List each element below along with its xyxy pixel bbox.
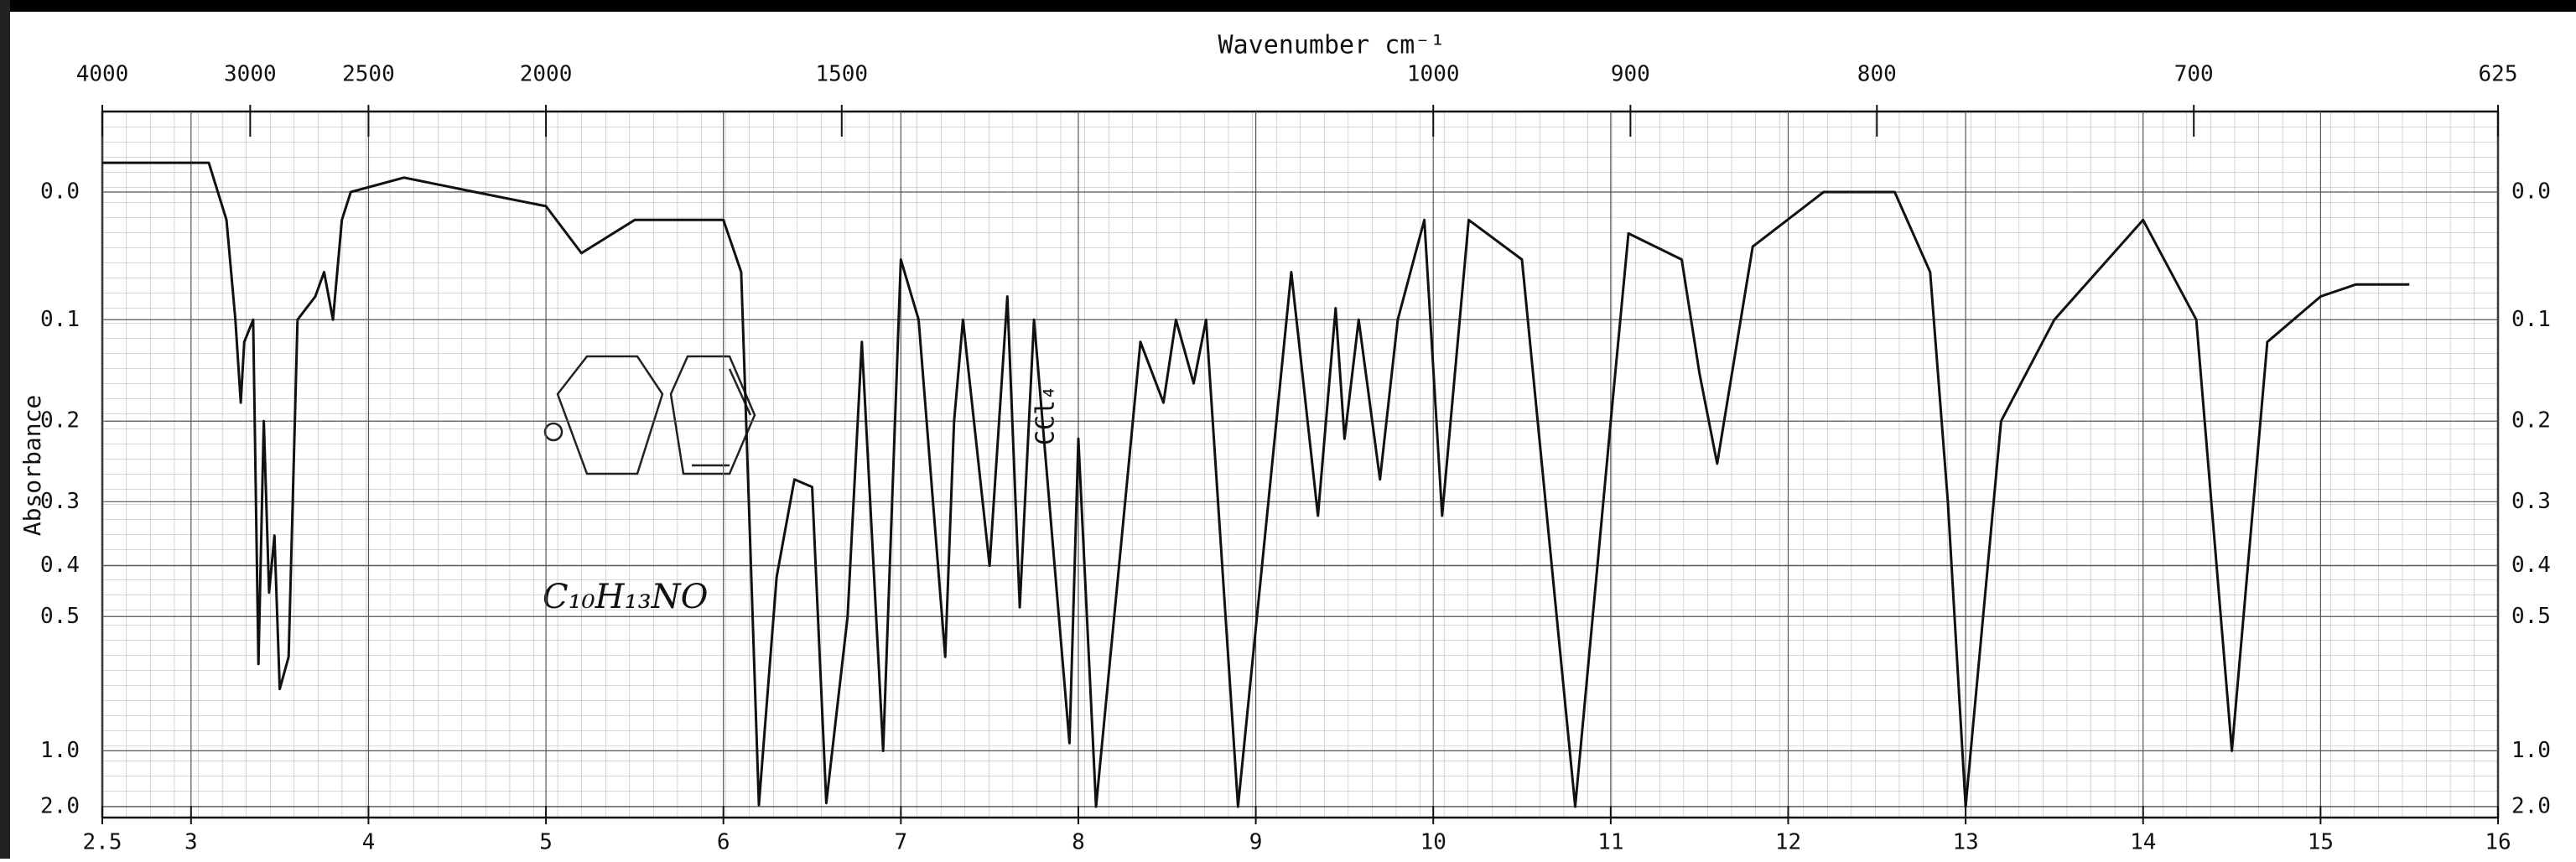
x-tick-label: 2.5 [83,830,122,855]
x2-tick-label: 4000 [76,62,129,87]
y-tick-label: 0.4 [40,553,80,578]
solvent-annotation: CCl₄ [1031,385,1061,445]
structure-sketch [543,355,756,475]
x-tick-label: 3 [184,830,198,855]
y2-tick-label: 1.0 [2511,738,2551,763]
y-tick-label: 1.0 [40,738,80,763]
x-tick-label: 6 [717,830,730,855]
plot-frame [101,110,2500,819]
x-tick-label: 15 [2308,830,2334,855]
scan-border [0,0,2576,12]
y2-tick-label: 0.5 [2511,604,2551,629]
y-tick-label: 0.2 [40,408,80,434]
y2-tick-label: 0.1 [2511,307,2551,332]
x2-tick-label: 625 [2479,62,2518,87]
y-tick-label: 0.0 [40,179,80,205]
x-tick-label: 5 [539,830,553,855]
x2-tick-label: 2500 [342,62,395,87]
x-tick-label: 11 [1597,830,1623,855]
ring [556,355,664,475]
x-tick-label: 16 [2485,830,2511,855]
y-tick-label: 0.1 [40,307,80,332]
x-tick-label: 4 [362,830,376,855]
y2-tick-label: 0.3 [2511,489,2551,514]
x2-tick-label: 3000 [224,62,277,87]
ring [669,355,756,475]
x2-tick-label: 1000 [1407,62,1460,87]
y-tick-label: 2.0 [40,794,80,819]
y2-tick-label: 0.0 [2511,179,2551,205]
formula-annotation: C₁₀H₁₃NO [543,578,708,616]
x2-tick-label: 1500 [815,62,868,87]
x-tick-label: 7 [895,830,908,855]
y-tick-label: 0.3 [40,489,80,514]
x-tick-label: 10 [1420,830,1446,855]
scan-border [0,0,10,859]
y-tick-label: 0.5 [40,604,80,629]
x-tick-label: 12 [1775,830,1801,855]
spectrum-line [102,161,2410,808]
x2-tick-label: 900 [1611,62,1650,87]
x2-tick-label: 800 [1857,62,1897,87]
y-axis-title: Absorbance [18,395,46,537]
bond [728,368,752,416]
x2-axis-title: Wavenumber cm⁻¹ [1218,31,1446,60]
x-tick-label: 8 [1072,830,1085,855]
x2-tick-label: 700 [2174,62,2214,87]
ring-atom [543,422,564,442]
x-tick-label: 9 [1249,830,1263,855]
y2-tick-label: 2.0 [2511,794,2551,819]
x-tick-label: 14 [2130,830,2156,855]
y2-tick-label: 0.2 [2511,408,2551,434]
x-tick-label: 13 [1952,830,1978,855]
x2-tick-label: 2000 [520,62,573,87]
y2-tick-label: 0.4 [2511,553,2551,578]
